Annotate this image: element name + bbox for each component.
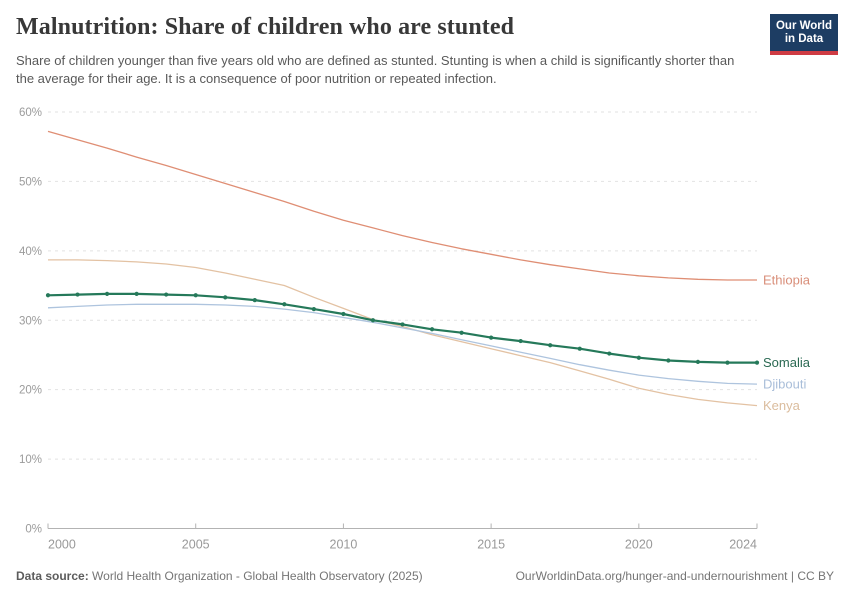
data-source-value: World Health Organization - Global Healt… [92, 569, 423, 583]
data-source-label: Data source: [16, 569, 89, 583]
series-marker-somalia [754, 360, 760, 365]
chart-subtitle: Share of children younger than five year… [16, 53, 735, 87]
y-tick-label: 20% [19, 385, 42, 397]
series-marker-somalia [548, 343, 553, 348]
y-tick-label: 40% [19, 246, 42, 258]
series-marker-somalia [282, 302, 287, 307]
x-tick-label: 2005 [182, 538, 210, 552]
series-line-ethiopia[interactable] [47, 130, 757, 281]
y-tick-label: 30% [19, 315, 42, 327]
series-marker-somalia [429, 327, 435, 332]
series-marker-somalia [134, 291, 139, 296]
series-marker-somalia [104, 291, 110, 296]
series-label-djibouti[interactable]: Djibouti [763, 377, 806, 392]
series-line-kenya[interactable] [48, 259, 758, 407]
series-line-djibouti[interactable] [47, 303, 758, 385]
owid-logo-line1: Our World [775, 19, 832, 32]
y-tick-label: 60% [19, 107, 42, 119]
footer-right: OurWorldinData.org/hunger-and-undernouri… [516, 569, 834, 583]
x-tick-label: 2000 [48, 538, 76, 552]
y-tick-label: 10% [19, 454, 42, 466]
series-marker-somalia [459, 330, 464, 335]
series-marker-somalia [489, 335, 494, 340]
series-marker-somalia [311, 307, 316, 312]
footer-separator: | [787, 569, 798, 583]
series-marker-somalia [607, 351, 612, 356]
x-tick-label: 2010 [330, 538, 358, 552]
page-title: Malnutrition: Share of children who are … [16, 14, 515, 40]
data-source: Data source: World Health Organization -… [16, 569, 423, 583]
series-marker-somalia [577, 346, 582, 351]
series-marker-somalia [636, 355, 641, 360]
series-marker-somalia [45, 293, 51, 298]
chart-footer: Data source: World Health Organization -… [16, 569, 834, 583]
footer-license: CC BY [797, 569, 834, 583]
y-tick-label: 0% [25, 524, 42, 536]
series-marker-somalia [695, 359, 701, 364]
series-marker-somalia [164, 292, 169, 297]
series-marker-somalia [400, 322, 405, 327]
series-marker-somalia [725, 360, 730, 365]
y-tick-label: 50% [19, 176, 42, 188]
owid-logo[interactable]: Our World in Data [770, 14, 838, 55]
series-marker-somalia [370, 318, 376, 323]
x-tick-label: 2015 [477, 538, 505, 552]
x-tick-label: 2024 [729, 538, 757, 552]
series-marker-somalia [518, 338, 523, 344]
series-marker-somalia [666, 358, 671, 363]
series-marker-somalia [252, 298, 257, 303]
series-marker-somalia [341, 311, 346, 317]
series-label-ethiopia[interactable]: Ethiopia [763, 272, 811, 287]
owid-logo-line2: in Data [784, 32, 824, 45]
series-label-kenya[interactable]: Kenya [763, 398, 801, 413]
series-marker-somalia [193, 293, 198, 298]
series-label-somalia[interactable]: Somalia [763, 355, 811, 370]
series-marker-somalia [223, 295, 228, 300]
series-marker-somalia [75, 292, 80, 297]
x-tick-label: 2020 [625, 538, 653, 552]
footer-url-link[interactable]: OurWorldinData.org/hunger-and-undernouri… [515, 569, 788, 583]
